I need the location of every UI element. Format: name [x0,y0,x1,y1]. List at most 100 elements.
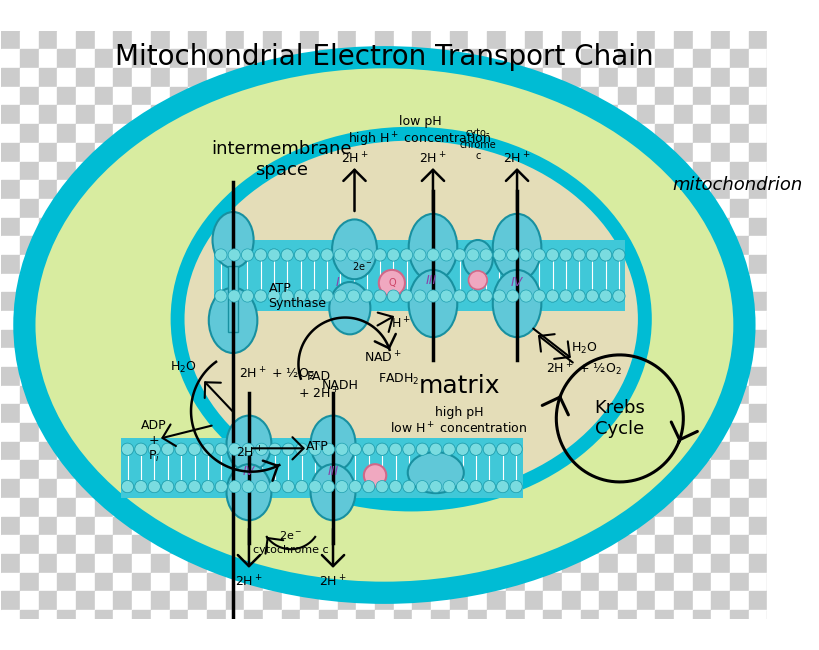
Bar [57,236,76,255]
Bar [580,105,599,124]
Circle shape [215,443,227,455]
Bar [486,517,505,535]
Bar [281,180,300,199]
Circle shape [334,249,346,261]
Bar [281,367,300,385]
Bar [206,517,225,535]
Text: 2H$^+$ + ½O$_2$: 2H$^+$ + ½O$_2$ [545,360,622,378]
Circle shape [282,480,294,493]
Bar [170,385,188,404]
Bar [356,348,374,367]
Bar [636,442,654,460]
Bar [300,311,319,330]
Circle shape [612,290,624,302]
Bar [244,255,263,274]
Bar [673,124,692,143]
Bar [711,180,729,199]
Bar [206,348,225,367]
Bar [524,218,542,236]
Bar [412,498,431,517]
Bar [57,460,76,479]
Bar [729,592,748,610]
Bar [618,218,636,236]
Bar [561,330,580,348]
Bar [692,367,711,385]
Bar [748,348,767,367]
Bar [170,311,188,330]
Bar [468,218,486,236]
Bar [20,218,38,236]
Bar [170,218,188,236]
Bar [636,367,654,385]
Bar [767,218,785,236]
Circle shape [414,249,425,261]
Bar [486,124,505,143]
Bar [20,274,38,292]
Bar [151,161,170,180]
Bar [374,199,393,218]
Bar [57,385,76,404]
Bar [468,610,486,629]
Bar [356,31,374,49]
Circle shape [349,480,361,493]
Ellipse shape [226,415,271,472]
Bar [524,274,542,292]
Bar [729,348,748,367]
Bar [2,161,20,180]
Circle shape [121,443,133,455]
Bar [170,460,188,479]
Bar [95,367,113,385]
Bar [673,292,692,311]
Bar [542,330,561,348]
Bar [486,385,505,404]
Circle shape [532,249,545,261]
Bar [113,592,132,610]
Bar [76,442,95,460]
Bar [468,180,486,199]
Bar [337,385,356,404]
Bar [412,367,431,385]
Bar [468,311,486,330]
Bar [151,180,170,199]
Bar [113,274,132,292]
Bar [2,124,20,143]
Bar [244,143,263,161]
Bar [132,517,151,535]
Bar [748,143,767,161]
Bar [505,311,524,330]
Bar [244,367,263,385]
Text: 2H$^+$: 2H$^+$ [341,151,368,166]
Bar [692,479,711,498]
Circle shape [496,480,508,493]
Bar [654,161,673,180]
Circle shape [294,249,306,261]
Bar [244,330,263,348]
Bar [542,460,561,479]
Bar [729,498,748,517]
Bar [580,423,599,442]
Bar [151,292,170,311]
Text: 2e$^-$: 2e$^-$ [279,529,302,541]
Bar [393,236,412,255]
Bar [319,479,337,498]
Bar [729,49,748,68]
Bar [263,31,281,49]
Bar [729,610,748,629]
Bar [132,274,151,292]
Bar [319,348,337,367]
Bar [486,180,505,199]
Bar [281,274,300,292]
Bar [599,404,618,423]
Bar [225,236,244,255]
Bar [561,87,580,105]
Bar [57,535,76,554]
Bar [319,442,337,460]
Bar [95,385,113,404]
Bar [113,498,132,517]
Bar [337,423,356,442]
Bar [300,460,319,479]
Bar [580,348,599,367]
Circle shape [427,249,439,261]
Bar [206,124,225,143]
Bar [374,610,393,629]
